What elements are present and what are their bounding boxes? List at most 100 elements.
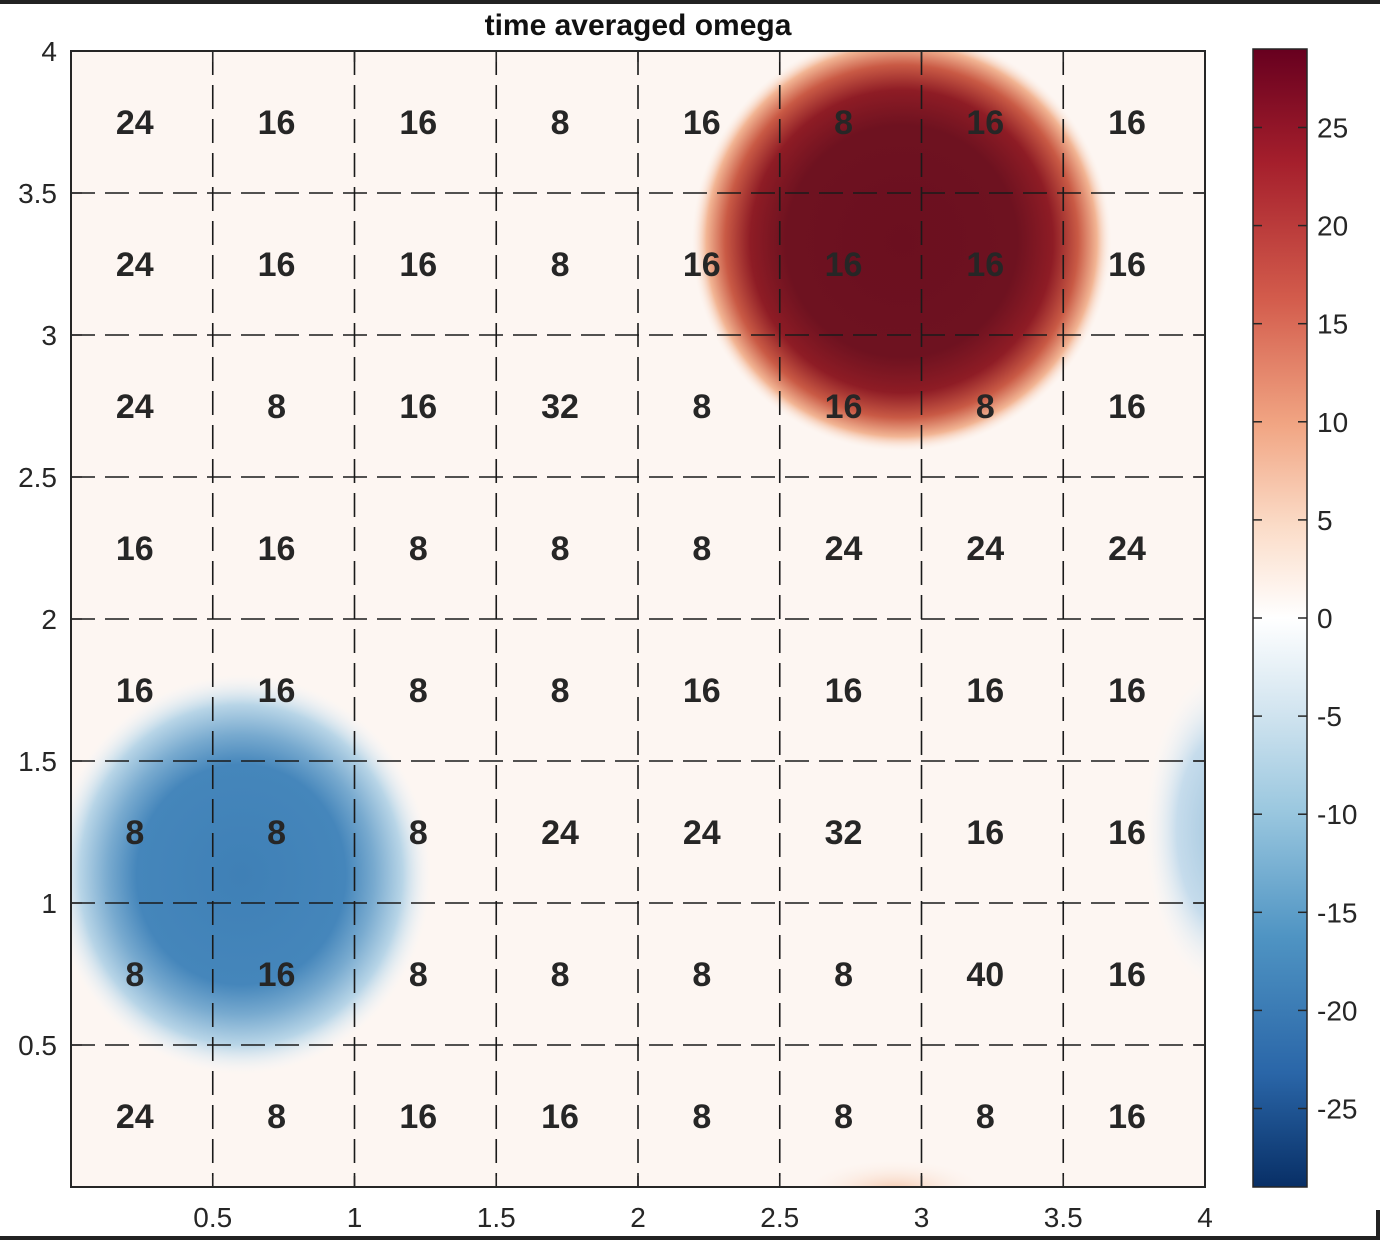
cell-label: 24 [116, 246, 154, 284]
cell-label: 16 [966, 246, 1004, 284]
y-tick-label: 2 [41, 604, 57, 635]
colorbar-tick-label: 20 [1317, 211, 1348, 242]
cell-label: 16 [825, 672, 863, 710]
cell-label: 16 [1108, 388, 1146, 426]
cell-label: 16 [258, 104, 296, 142]
negative-vortex [71, 674, 432, 1075]
y-tick-label: 3 [41, 320, 57, 351]
cell-label: 32 [541, 388, 579, 426]
cell-label: 8 [692, 1098, 711, 1136]
colorbar-tick-label: -10 [1317, 799, 1357, 830]
y-tick-label: 1.5 [18, 746, 57, 777]
cell-label: 16 [683, 104, 721, 142]
cell-label: 8 [551, 246, 570, 284]
x-tick-label: 4 [1197, 1202, 1213, 1233]
y-tick-label: 2.5 [18, 462, 57, 493]
colorbar-ticks: 25 20 15 10 5 0 -5 -10 -15 -20 -25 [1253, 112, 1357, 1125]
cell-label: 16 [399, 388, 437, 426]
cell-label: 16 [966, 814, 1004, 852]
y-tick-label: 0.5 [18, 1030, 57, 1061]
cell-label: 8 [692, 530, 711, 568]
cell-label: 8 [976, 1098, 995, 1136]
x-tick-label: 1 [347, 1202, 363, 1233]
cell-label: 16 [399, 246, 437, 284]
cell-label: 8 [551, 672, 570, 710]
cell-label: 24 [541, 814, 579, 852]
cell-label: 16 [966, 104, 1004, 142]
cell-label: 16 [399, 104, 437, 142]
cell-label: 16 [1108, 672, 1146, 710]
cell-label: 8 [834, 1098, 853, 1136]
cell-label: 8 [125, 956, 144, 994]
cell-label: 8 [125, 814, 144, 852]
y-tick-label: 1 [41, 888, 57, 919]
cell-label: 24 [116, 388, 154, 426]
cell-label: 24 [825, 530, 863, 568]
cell-label: 8 [834, 956, 853, 994]
cell-label: 16 [1108, 104, 1146, 142]
x-tick-label: 0.5 [193, 1202, 232, 1233]
cell-label: 8 [267, 1098, 286, 1136]
cell-label: 16 [1108, 956, 1146, 994]
y-axis: 0.5 1 1.5 2 2.5 3 3.5 4 [18, 36, 1205, 1061]
edge-vortex [1145, 675, 1205, 985]
cell-label: 16 [116, 672, 154, 710]
cell-label: 24 [683, 814, 721, 852]
cell-label: 16 [258, 672, 296, 710]
colorbar-tick-label: 0 [1317, 603, 1333, 634]
cell-label: 16 [683, 672, 721, 710]
colorbar-tick-label: 5 [1317, 505, 1333, 536]
cell-label: 8 [409, 814, 428, 852]
x-axis: 0.5 1 1.5 2 2.5 3 3.5 4 [193, 51, 1213, 1233]
colorbar-tick-label: -20 [1317, 995, 1357, 1026]
cell-label: 16 [399, 1098, 437, 1136]
y-tick-label: 3.5 [18, 178, 57, 209]
colorbar-tick-label: -25 [1317, 1094, 1357, 1125]
right-border [1376, 1210, 1380, 1240]
colorbar-tick-label: -5 [1317, 701, 1342, 732]
chart-title: time averaged omega [485, 9, 792, 42]
cell-label: 8 [976, 388, 995, 426]
cell-label: 8 [409, 672, 428, 710]
cell-label: 8 [834, 104, 853, 142]
cell-label: 8 [692, 388, 711, 426]
cell-label: 24 [1108, 530, 1146, 568]
grid-lines [71, 51, 1205, 1187]
bottom-warm-blob [805, 1160, 985, 1187]
cell-label: 8 [267, 388, 286, 426]
cell-labels: 24 16 16 8 16 8 16 16 24 16 16 8 16 16 16 16 24 8 16 32 8 16 8… [116, 104, 1146, 1136]
bottom-border [0, 1236, 1380, 1240]
plot-area: 24 16 16 8 16 8 16 16 24 16 16 8 16 16 16 16 24 8 16 32 8 16 8… [71, 51, 1205, 1187]
cell-label: 16 [258, 246, 296, 284]
cell-label: 40 [966, 956, 1004, 994]
x-tick-label: 2.5 [760, 1202, 799, 1233]
cell-label: 16 [258, 956, 296, 994]
cell-label: 8 [409, 530, 428, 568]
cell-label: 24 [116, 1098, 154, 1136]
colorbar-tick-label: -15 [1317, 897, 1357, 928]
cell-label: 16 [116, 530, 154, 568]
cell-label: 32 [825, 814, 863, 852]
top-border [0, 0, 1380, 4]
cell-label: 16 [258, 530, 296, 568]
cell-label: 16 [825, 246, 863, 284]
cell-label: 16 [825, 388, 863, 426]
colorbar-tick-label: 25 [1317, 112, 1348, 143]
cell-label: 16 [966, 672, 1004, 710]
cell-label: 8 [551, 956, 570, 994]
cell-label: 16 [1108, 1098, 1146, 1136]
cell-label: 8 [551, 530, 570, 568]
cell-label: 16 [541, 1098, 579, 1136]
cell-label: 24 [116, 104, 154, 142]
x-tick-label: 2 [630, 1202, 646, 1233]
cell-label: 16 [1108, 246, 1146, 284]
x-tick-label: 3.5 [1044, 1202, 1083, 1233]
cell-label: 24 [966, 530, 1004, 568]
colorbar-tick-label: 15 [1317, 309, 1348, 340]
x-tick-label: 3 [914, 1202, 930, 1233]
colorbar-tick-label: 10 [1317, 407, 1348, 438]
cell-label: 16 [683, 246, 721, 284]
y-tick-label: 4 [41, 36, 57, 67]
cell-label: 8 [692, 956, 711, 994]
